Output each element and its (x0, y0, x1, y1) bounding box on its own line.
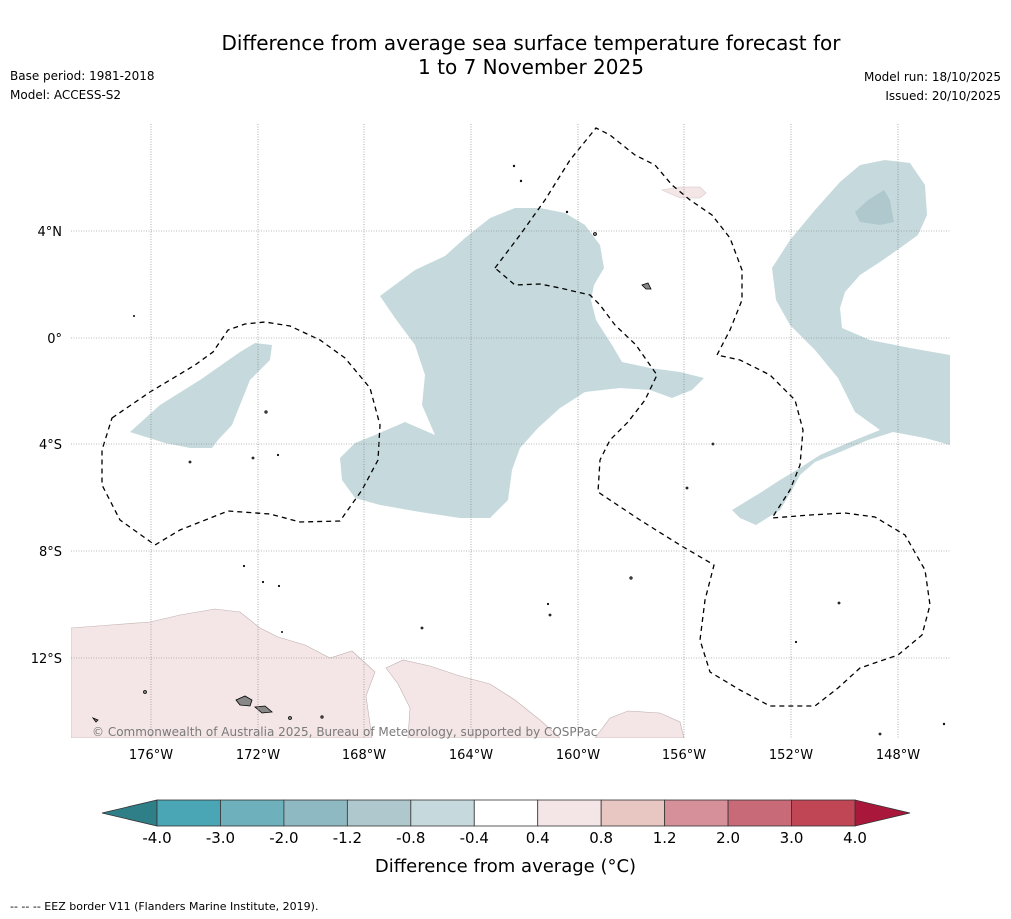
colorbar-segment (537, 799, 602, 827)
colorbar-tick-label: -1.2 (333, 829, 362, 847)
eez-border-west (101, 321, 381, 546)
lon-label: 176°W (129, 748, 173, 763)
colorbar-tick-label: -2.0 (269, 829, 298, 847)
map-title: Difference from average sea surface temp… (0, 31, 1011, 79)
colorbar-tick-label: 0.8 (589, 829, 613, 847)
lat-label: 0° (47, 332, 62, 347)
colorbar-segment (156, 799, 221, 827)
lat-label: 4°N (38, 225, 63, 240)
colorbar-tick-label: -4.0 (142, 829, 171, 847)
warm-anomaly-region-southwest (71, 608, 376, 738)
lon-label: 164°W (449, 748, 493, 763)
title-line-1: Difference from average sea surface temp… (221, 31, 841, 55)
lon-label: 148°W (876, 748, 920, 763)
colorbar-segment (791, 799, 856, 827)
lon-label: 168°W (342, 748, 386, 763)
colorbar-label: Difference from average (°C) (374, 856, 637, 877)
colorbar-segment (664, 799, 729, 827)
cool-anomaly-region-central (340, 208, 704, 518)
lat-label: 8°S (39, 545, 62, 560)
colorbar-segment (473, 799, 539, 827)
warm-anomaly-region-south-central (385, 659, 561, 738)
colorbar-tick-label: -0.4 (460, 829, 489, 847)
colorbar-segment (283, 799, 348, 827)
colorbar-segments (156, 799, 856, 827)
eez-legend-note: -- -- -- EEZ border V11 (Flanders Marine… (10, 900, 319, 913)
colorbar-tick-label: 0.4 (526, 829, 550, 847)
colorbar-tick-label: 4.0 (843, 829, 867, 847)
cool-anomaly-region-east (732, 160, 950, 525)
eez-borders (101, 127, 931, 707)
lat-label: 12°S (31, 652, 62, 667)
islands (91, 164, 946, 736)
colorbar-segment (346, 799, 412, 827)
colorbar-segment (727, 799, 792, 827)
lon-label: 152°W (769, 748, 813, 763)
model-name: Model: ACCESS-S2 (10, 88, 122, 102)
colorbar-segment (600, 799, 666, 827)
colorbar: -4.0 -3.0 -2.0 -1.2 -0.8 -0.4 0.4 0.8 1.2 2.0 3.0 4… (101, 799, 911, 847)
base-period: Base period: 1981-2018 (10, 69, 155, 83)
cool-anomaly-patch-east (855, 190, 894, 225)
colorbar-segment (410, 799, 475, 827)
colorbar-tick-label: 1.2 (653, 829, 677, 847)
colorbar-tick-labels: -4.0 -3.0 -2.0 -1.2 -0.8 -0.4 0.4 0.8 1.2 2.0 3.0 4… (142, 829, 867, 847)
copyright-credit: © Commonwealth of Australia 2025, Bureau… (92, 725, 597, 739)
warm-anomaly-region-southeast (594, 710, 685, 738)
issued-date: Issued: 20/10/2025 (885, 89, 1001, 103)
colorbar-over-arrow (854, 799, 911, 827)
lat-label: 4°S (39, 438, 62, 453)
graticule (71, 124, 950, 738)
title-line-2: 1 to 7 November 2025 (418, 55, 644, 79)
cool-anomaly-region-west (130, 343, 272, 448)
colorbar-tick-label: -0.8 (396, 829, 425, 847)
colorbar-segment (220, 799, 285, 827)
colorbar-under-arrow (101, 799, 158, 827)
lon-label: 172°W (236, 748, 280, 763)
colorbar-tick-label: 2.0 (716, 829, 740, 847)
longitude-labels: 176°W 172°W 168°W 164°W 160°W 156°W 152°… (129, 748, 920, 763)
model-run: Model run: 18/10/2025 (863, 70, 1001, 84)
map-area (71, 124, 950, 738)
eez-border-central (494, 127, 931, 707)
colorbar-tick-label: -3.0 (206, 829, 235, 847)
latitude-labels: 4°N 0° 4°S 8°S 12°S (31, 225, 62, 667)
colorbar-tick-label: 3.0 (780, 829, 804, 847)
lon-label: 156°W (662, 748, 706, 763)
lon-label: 160°W (556, 748, 600, 763)
